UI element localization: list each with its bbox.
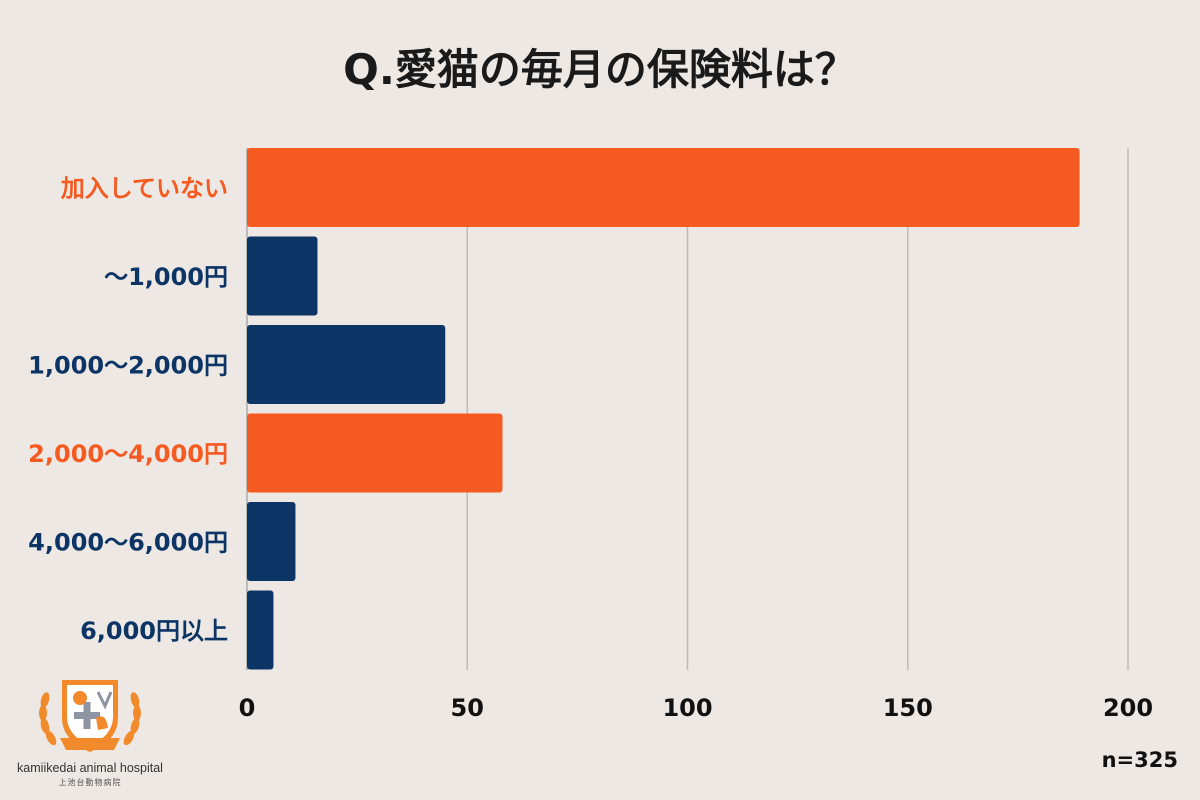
bar — [247, 325, 446, 404]
sample-size-label: n=325 — [1102, 748, 1178, 772]
category-label: 1,000〜2,000円 — [28, 352, 228, 380]
hospital-name-jp: 上池台動物病院 — [58, 778, 122, 787]
chart-bars — [247, 148, 1080, 670]
bar — [247, 236, 318, 316]
chart-grid — [246, 148, 1129, 670]
category-label: 2,000〜4,000円 — [28, 440, 228, 468]
hospital-name-en: kamiikedai animal hospital — [17, 761, 163, 775]
bar — [247, 590, 274, 670]
x-tick-label: 200 — [1103, 694, 1153, 722]
hospital-logo: kamiikedai animal hospital 上池台動物病院 — [10, 668, 170, 793]
x-tick-label: 150 — [883, 694, 933, 722]
bar — [247, 502, 296, 581]
bar — [247, 148, 1080, 227]
category-label: 4,000〜6,000円 — [28, 529, 228, 557]
x-tick-label: 0 — [239, 694, 256, 722]
x-tick-label: 100 — [662, 694, 712, 722]
category-label: 6,000円以上 — [80, 617, 228, 645]
chart-title: Q.愛猫の毎月の保険料は？ — [343, 45, 857, 94]
x-axis-tick-labels: 0 50 100 150 200 — [239, 694, 1153, 722]
category-label: 加入していない — [61, 175, 228, 203]
category-label: 〜1,000円 — [104, 263, 228, 291]
bar — [247, 413, 503, 493]
category-labels: 加入していない〜1,000円 1,000〜2,000円 2,000〜4,000円 4,… — [28, 175, 228, 646]
x-tick-label: 50 — [451, 694, 484, 722]
hospital-crest-icon — [39, 680, 141, 752]
